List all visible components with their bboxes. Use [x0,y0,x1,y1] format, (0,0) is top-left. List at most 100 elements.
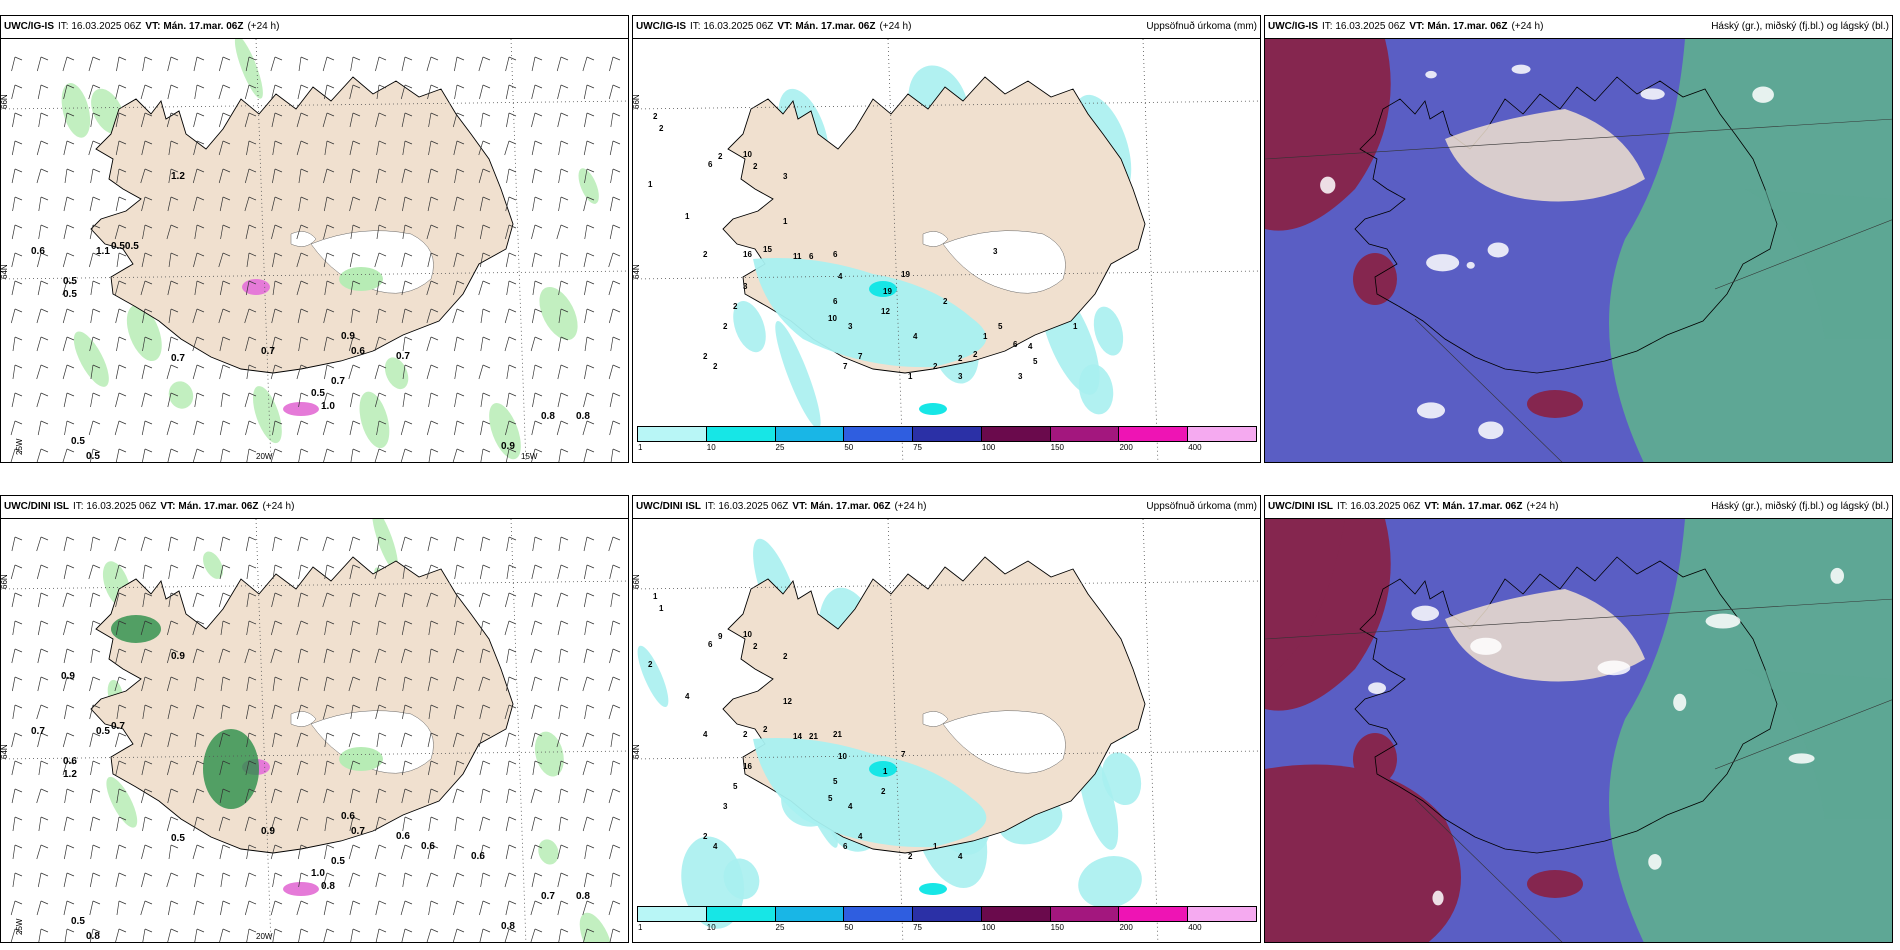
panel-header: UWC/DINI ISL IT: 16.03.2025 06Z VT: Mán.… [1265,496,1892,518]
value-label: 0.5 [86,451,100,462]
value-label: 2 [933,362,938,371]
value-label: 0.5 [331,856,345,867]
value-label: 9 [718,632,723,641]
wind-precip-map: 0.9 0.7 0.6 1.2 0.7 0.5 0.9 0.5 0.5 1.0 0.8 0.7 0.6 0… [1,518,628,943]
clear-sky [1445,109,1645,202]
colorbar-tick: 150 [1050,443,1065,452]
value-label: 6 [809,252,814,261]
colorbar-tick: 200 [1119,923,1133,932]
valid-label: VT: [145,21,161,32]
precip-area [753,738,987,848]
valid-time: Mán. 17.mar. 06Z [178,501,259,512]
graticule: 66N 64N 25W 20W 15W [1,39,628,462]
graticule: 66N 64N [633,519,1260,942]
panel-4: UWC/DINI ISL IT: 16.03.2025 06Z VT: Mán.… [0,495,629,943]
colorbar-swatch [774,906,845,922]
value-label: 6 [833,250,838,259]
issue-time: IT: 16.03.2025 06Z [73,501,157,512]
value-label: 21 [809,732,818,741]
colorbar-swatch [774,426,845,442]
panel-header: UWC/IG-IS IT: 16.03.2025 06Z VT: Mán. 17… [1,16,628,38]
value-label: 1.0 [311,868,325,879]
lon-label: 15W [521,452,538,461]
colorbar-swatch [705,426,776,442]
panel-3: UWC/IG-IS IT: 16.03.2025 06Z VT: Mán. 17… [1264,15,1893,463]
value-label: 1.0 [496,461,510,463]
panel-header: UWC/DINI ISL IT: 16.03.2025 06Z VT: Mán.… [1,496,628,518]
wind-precip-map: 1.2 0.6 0.5 0.5 0.50.5 1.1 0.7 0.7 0.7 0.5 1.0 0.6 0… [1,38,628,463]
lead-time: (+24 h) [262,501,295,512]
value-label: 19 [883,287,892,296]
colorbar-swatch [980,426,1051,442]
precip-values: 0.90.70.61.20.70.50.90.50.51.00.80.7 0.60… [31,651,590,943]
value-label: 1 [653,592,658,601]
panel-title: Uppsöfnuð úrkoma (mm) [1146,21,1257,32]
value-label: 3 [1018,372,1023,381]
value-label: 0.6 [421,841,435,852]
value-label: 4 [858,832,863,841]
value-label: 0.7 [111,721,125,732]
valid-label: VT: [777,21,793,32]
value-label: 2 [753,162,758,171]
valid-time: Mán. 17.mar. 06Z [1442,501,1523,512]
lon-label: 20W [256,452,273,461]
colorbar-tick: 75 [913,443,923,452]
value-label: 16 [743,762,752,771]
lat-label: 66N [633,94,641,109]
value-label: 7 [901,750,906,759]
value-label: 0.7 [331,376,345,387]
value-label: 0.5 [71,916,85,927]
value-label: 2 [881,787,886,796]
accumulated-precip-map: 2 2 1 1 2 10 6 2 3 1 2 16 15 11 6 6 3 2 2 2 2 4 19 12 19 6 10 3 7 7 1 2… [633,38,1260,462]
value-label: 0.5 [496,941,510,943]
high-cloud [1609,519,1892,942]
precip-values: 1.20.60.50.50.50.51.10.70.70.70.51.00.6 0… [31,171,590,463]
panel-header: UWC/DINI ISL IT: 16.03.2025 06Z VT: Mán.… [633,496,1260,518]
colorbar-tick: 200 [1119,443,1133,452]
value-label: 12 [783,697,792,706]
colorbar-tick: 50 [844,443,854,452]
colorbar-tick: 400 [1188,443,1202,452]
colorbar-swatch [705,906,776,922]
lat-label: 66N [1,94,9,109]
value-label: 10 [838,752,847,761]
valid-label: VT: [1409,21,1425,32]
colorbar-tick: 400 [1188,923,1202,932]
value-label: 0.7 [396,351,410,362]
value-label: 3 [743,282,748,291]
value-label: 3 [993,247,998,256]
value-label: 1 [648,180,653,189]
value-label: 5 [833,777,838,786]
colorbar: 1 10 25 50 75 100 150 200 400 [637,426,1257,458]
valid-time: Mán. 17.mar. 06Z [1427,21,1508,32]
value-label: 2 [973,350,978,359]
value-label: 5 [828,794,833,803]
low-cloud [1265,39,1391,231]
value-label: 4 [1028,342,1033,351]
lead-time: (+24 h) [1511,21,1544,32]
value-label: 0.5 [71,436,85,447]
model-name: UWC/IG-IS [1268,21,1318,32]
panel-2: UWC/IG-IS IT: 16.03.2025 06Z VT: Mán. 17… [632,15,1261,463]
value-label: 3 [848,322,853,331]
value-label: 0.7 [351,826,365,837]
value-label: 4 [703,730,708,739]
colorbar-tick: 50 [844,923,854,932]
issue-time: IT: 16.03.2025 06Z [705,501,789,512]
value-label: 3 [958,372,963,381]
glacier [942,230,1066,294]
value-label: 2 [958,354,963,363]
value-label: 0.6 [351,346,365,357]
panel-5: UWC/DINI ISL IT: 16.03.2025 06Z VT: Mán.… [632,495,1261,943]
value-label: 2 [753,642,758,651]
value-label: 3 [723,802,728,811]
glacier [290,231,317,247]
lead-time: (+24 h) [1526,501,1559,512]
colorbar-swatch [980,906,1051,922]
colorbar-tick: 25 [775,443,785,452]
panel-title: Háský (gr.), miðský (fj.bl.) og lágský (… [1711,21,1889,32]
graticule: 66N 64N 25W 20W [1,519,628,942]
precip-area [753,258,987,368]
value-label: 2 [733,302,738,311]
model-name: UWC/IG-IS [636,21,686,32]
